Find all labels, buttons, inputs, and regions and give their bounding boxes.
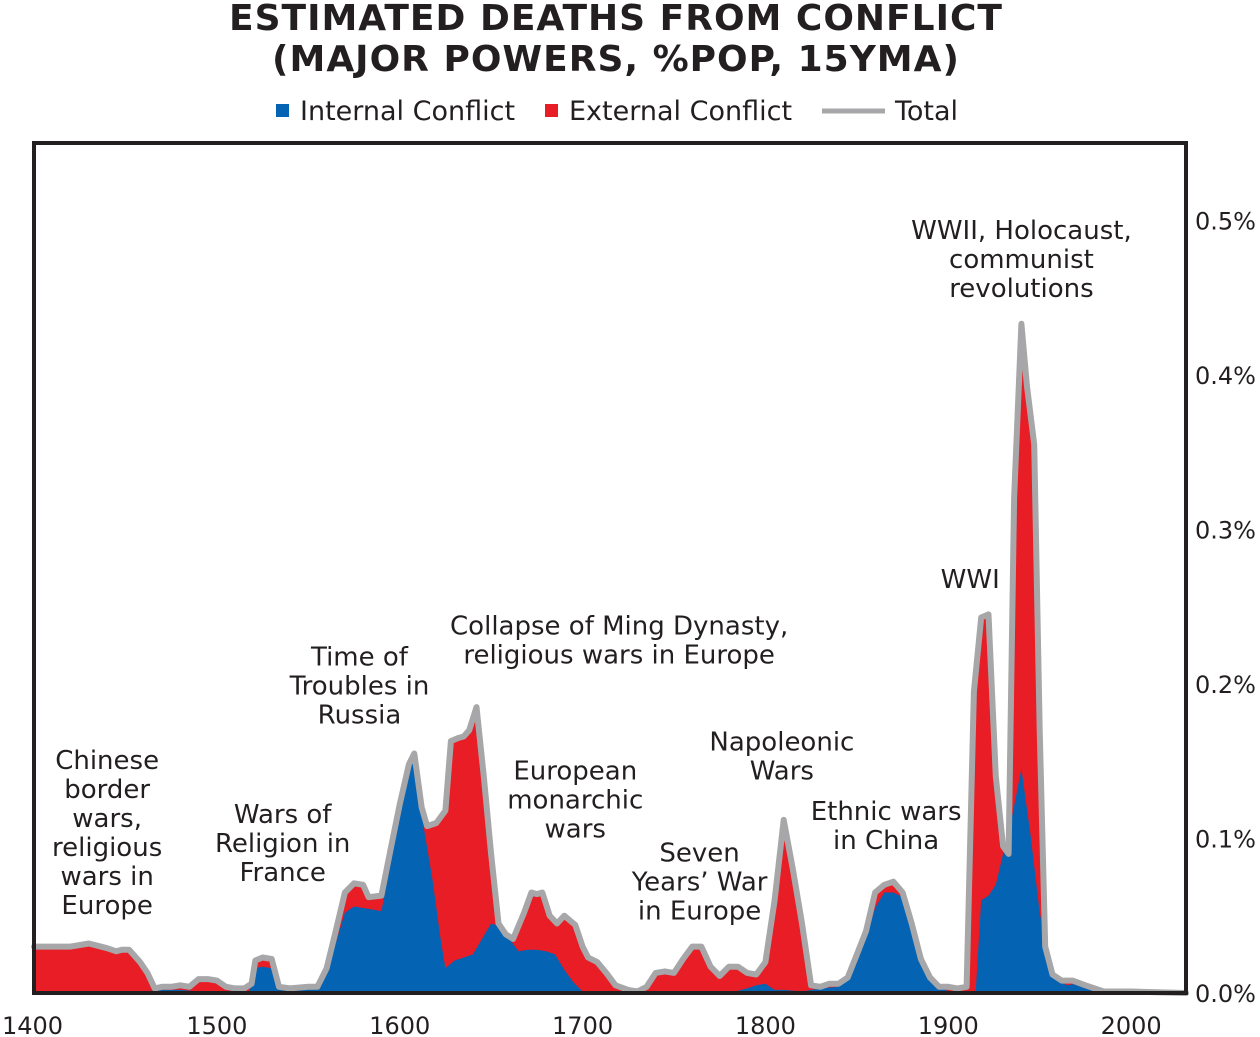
- y-tick-label: 0.2%: [1195, 671, 1256, 699]
- annotation-line: Europe: [61, 891, 152, 921]
- annotation-line: WWII, Holocaust,: [911, 216, 1132, 246]
- plot-area: [31, 320, 1189, 996]
- annotation-line: Time of: [310, 642, 409, 672]
- annotation-line: monarchic: [507, 786, 643, 816]
- annotation-line: Napoleonic: [709, 727, 854, 757]
- x-tick-label: 1500: [186, 1012, 247, 1037]
- annotation-line: Russia: [318, 700, 402, 730]
- x-tick-label: 1900: [918, 1012, 979, 1037]
- chart-title-line: ESTIMATED DEATHS FROM CONFLICT: [229, 0, 1003, 39]
- annotation-line: Years’ War: [631, 868, 768, 898]
- y-axis: 0.0% 0.1% 0.2% 0.3% 0.4% 0.5%: [1195, 207, 1256, 1008]
- plot-border: [32, 141, 1188, 995]
- plot-frame: [32, 141, 1188, 995]
- annotation-line: France: [239, 858, 325, 888]
- chart-title: ESTIMATED DEATHS FROM CONFLICT(MAJOR POW…: [229, 0, 1003, 80]
- annotation-line: wars,: [72, 804, 142, 834]
- x-tick-label: 2000: [1101, 1012, 1162, 1037]
- legend-swatch: [276, 104, 289, 117]
- annotation: Collapse of Ming Dynasty,religious wars …: [450, 611, 788, 670]
- chart-legend: Internal Conflict External Conflict Total: [276, 96, 958, 127]
- annotation-line: Collapse of Ming Dynasty,: [450, 611, 788, 641]
- y-tick-label: 0.1%: [1195, 825, 1256, 853]
- legend-label: External Conflict: [569, 96, 792, 127]
- annotation-line: border: [64, 775, 150, 805]
- legend-label: Internal Conflict: [300, 96, 515, 127]
- annotation-line: Chinese: [55, 746, 159, 776]
- annotation-line: Seven: [659, 839, 739, 869]
- annotation-line: wars in: [60, 862, 153, 892]
- y-tick-label: 0.0%: [1195, 980, 1256, 1008]
- annotation-line: wars: [545, 815, 606, 845]
- y-tick-label: 0.5%: [1195, 207, 1256, 235]
- x-tick-label: 1700: [552, 1012, 613, 1037]
- total-line: [31, 320, 1189, 996]
- y-tick-label: 0.3%: [1195, 516, 1256, 544]
- x-tick-label: 1600: [369, 1012, 430, 1037]
- annotation-line: Troubles in: [289, 671, 430, 701]
- annotation-line: Wars: [750, 756, 814, 786]
- annotation-line: in Europe: [638, 897, 761, 927]
- annotation-line: Wars of: [234, 800, 332, 830]
- chart-title-line: (MAJOR POWERS, %POP, 15YMA): [272, 39, 960, 80]
- annotation-line: European: [513, 757, 637, 787]
- annotation: WWI: [941, 565, 1000, 595]
- legend-label: Total: [894, 96, 958, 127]
- annotation-line: Religion in: [215, 829, 350, 859]
- x-tick-label: 1800: [735, 1012, 796, 1037]
- annotation-line: religious: [52, 833, 162, 863]
- x-axis: 1400 1500 1600 1700 1800 1900 2000: [2, 1012, 1162, 1037]
- annotation-line: revolutions: [949, 274, 1093, 304]
- x-tick-label: 1400: [2, 1012, 63, 1037]
- annotation-line: religious wars in Europe: [463, 640, 775, 670]
- legend-swatch: [545, 104, 558, 117]
- y-tick-label: 0.4%: [1195, 362, 1256, 390]
- internal-conflict-area: [34, 758, 1186, 993]
- annotation-line: in China: [833, 826, 939, 856]
- annotation-line: Ethnic wars: [811, 797, 962, 827]
- annotation-line: WWI: [941, 565, 1000, 595]
- annotation-line: communist: [949, 245, 1094, 275]
